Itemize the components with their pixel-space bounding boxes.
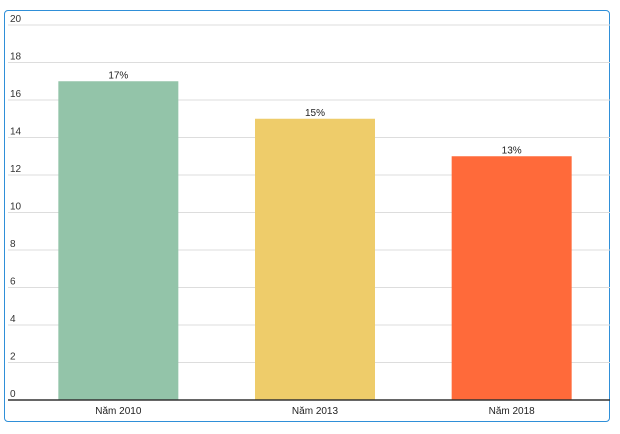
- y-axis-tick-labels: 0 2 4 6 8 10 12 14 16 18 20: [10, 14, 22, 400]
- bars: [58, 81, 572, 400]
- bar: [58, 81, 179, 400]
- bar-data-label: 13%: [502, 145, 522, 156]
- x-axis-category-labels: Năm 2010 Năm 2013 Năm 2018: [95, 406, 535, 417]
- x-category-label: Năm 2010: [95, 406, 142, 417]
- y-tick-label: 10: [10, 202, 22, 213]
- y-tick-label: 0: [10, 389, 16, 400]
- bar-data-label: 15%: [305, 108, 325, 119]
- x-category-label: Năm 2018: [489, 406, 536, 417]
- bar: [451, 156, 572, 400]
- bar: [255, 118, 375, 400]
- y-tick-label: 8: [10, 239, 16, 250]
- data-labels: 17% 15% 13%: [108, 70, 521, 156]
- y-tick-label: 20: [10, 14, 22, 25]
- y-tick-label: 2: [10, 352, 16, 363]
- y-tick-label: 16: [10, 89, 22, 100]
- x-category-label: Năm 2013: [292, 406, 339, 417]
- y-tick-label: 18: [10, 52, 22, 63]
- y-tick-label: 14: [10, 127, 22, 138]
- y-tick-label: 4: [10, 314, 16, 325]
- y-tick-label: 6: [10, 277, 16, 288]
- bar-data-label: 17%: [108, 70, 128, 81]
- y-tick-label: 12: [10, 164, 22, 175]
